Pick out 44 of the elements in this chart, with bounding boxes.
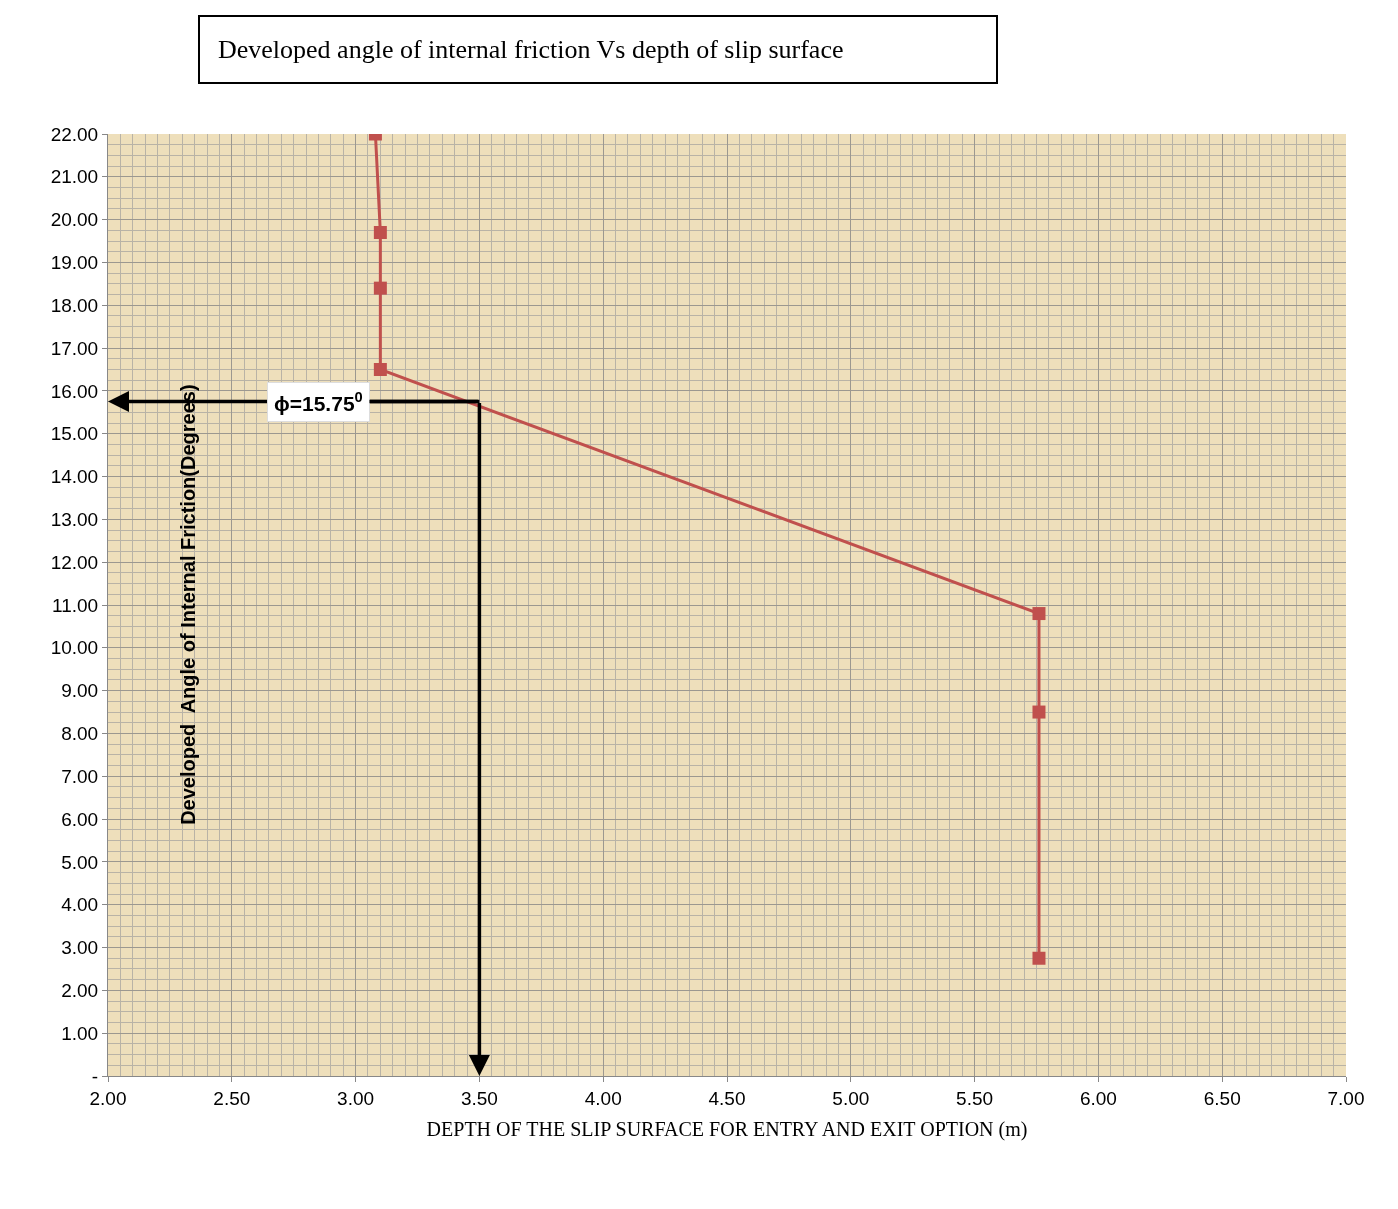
y-tick-label: 7.00: [61, 765, 99, 787]
x-tick-label: 5.50: [956, 1087, 994, 1109]
point: [1032, 705, 1046, 719]
y-tick-label: 22.00: [50, 123, 99, 145]
y-tick-label: 13.00: [50, 509, 99, 531]
x-tick-label: 4.00: [584, 1087, 622, 1109]
y-tick-label: 10.00: [50, 637, 99, 659]
x-tick-label: 4.50: [708, 1087, 746, 1109]
y-tick-label: 20.00: [50, 209, 99, 231]
y-tick-label: 21.00: [50, 166, 99, 188]
x-tick-label: 3.00: [337, 1087, 375, 1109]
y-tick-label: 19.00: [50, 252, 99, 274]
y-tick-label: 5.00: [61, 851, 99, 873]
x-tick-label: 3.50: [460, 1087, 498, 1109]
x-tick-label: 2.00: [89, 1087, 127, 1109]
x-tick-label: 2.50: [213, 1087, 251, 1109]
y-axis-title: Developed Angle of Internal Friction(Degrees): [176, 384, 199, 825]
y-tick-label: 9.00: [61, 680, 99, 702]
y-tick-label: 17.00: [50, 337, 99, 359]
y-tick-label: 11.00: [52, 594, 99, 616]
y-tick-label: 14.00: [50, 466, 99, 488]
point: [1032, 951, 1046, 965]
x-tick-label: 5.00: [832, 1087, 870, 1109]
point: [373, 225, 387, 239]
y-tick-label: 8.00: [61, 723, 99, 745]
y-tick-label: 18.00: [50, 294, 99, 316]
y-tick-label: 4.00: [61, 894, 99, 916]
y-tick-label: -: [91, 1065, 99, 1087]
x-tick-label: 6.00: [1079, 1087, 1117, 1109]
point: [373, 281, 387, 295]
point: [373, 363, 387, 376]
x-axis-title: DEPTH OF THE SLIP SURFACE FOR ENTRY AND EXIT OPTION (m): [426, 1118, 1028, 1142]
chart-title: Developed angle of internal friction Vs depth of slip surface: [218, 35, 844, 64]
y-tick-label: 6.00: [61, 808, 99, 830]
y-tick-label: 1.00: [61, 1022, 99, 1044]
x-tick-label: 6.50: [1203, 1087, 1241, 1109]
y-tick-label: 16.00: [50, 380, 99, 402]
y-tick-label: 15.00: [50, 423, 99, 445]
y-tick-label: 12.00: [50, 551, 99, 573]
x-tick-label: 7.00: [1327, 1087, 1365, 1109]
y-tick-label: 2.00: [61, 980, 99, 1002]
point: [1032, 607, 1046, 621]
y-tick-label: 3.00: [61, 937, 99, 959]
annotation: ϕ=15.75$^{0}$: [274, 389, 363, 415]
